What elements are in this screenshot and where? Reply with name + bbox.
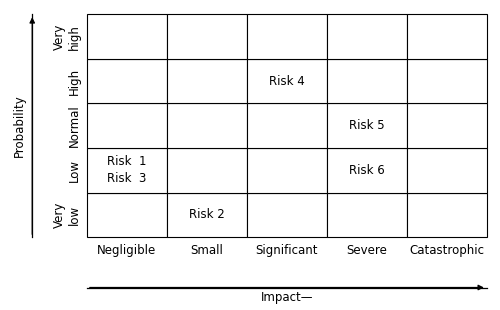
Bar [247, 104, 327, 148]
Bar [406, 104, 486, 148]
Text: Negligible: Negligible [98, 244, 156, 257]
Text: Significant: Significant [256, 244, 318, 257]
Text: Risk 6: Risk 6 [349, 164, 384, 177]
Bar [247, 14, 327, 59]
Text: Severe: Severe [346, 244, 387, 257]
Bar [87, 148, 167, 193]
Bar [327, 14, 406, 59]
Bar [87, 14, 167, 59]
Bar [247, 193, 327, 237]
Text: Risk  1
Risk  3: Risk 1 Risk 3 [107, 155, 146, 185]
Bar [167, 193, 247, 237]
Bar [167, 104, 247, 148]
Text: Probability: Probability [13, 95, 26, 157]
Text: Small: Small [190, 244, 224, 257]
Bar [327, 193, 406, 237]
Text: Risk 2: Risk 2 [189, 208, 224, 221]
Text: Catastrophic: Catastrophic [409, 244, 484, 257]
Text: Risk 4: Risk 4 [269, 75, 304, 88]
Bar [87, 193, 167, 237]
Bar [327, 148, 406, 193]
Bar [87, 104, 167, 148]
Text: Impact—: Impact— [260, 291, 313, 304]
Bar [327, 104, 406, 148]
Bar [167, 59, 247, 104]
Bar [327, 59, 406, 104]
Bar [406, 14, 486, 59]
Bar [87, 59, 167, 104]
Bar [247, 59, 327, 104]
Text: Very
high: Very high [52, 24, 80, 50]
Bar [406, 59, 486, 104]
Bar [247, 148, 327, 193]
Bar [167, 14, 247, 59]
Text: High: High [68, 68, 80, 95]
Text: Normal: Normal [68, 104, 80, 147]
Text: Risk 5: Risk 5 [349, 119, 384, 132]
Bar [167, 148, 247, 193]
Bar [406, 148, 486, 193]
Text: Low: Low [68, 159, 80, 182]
Bar [406, 193, 486, 237]
Text: Very
low: Very low [52, 202, 80, 228]
